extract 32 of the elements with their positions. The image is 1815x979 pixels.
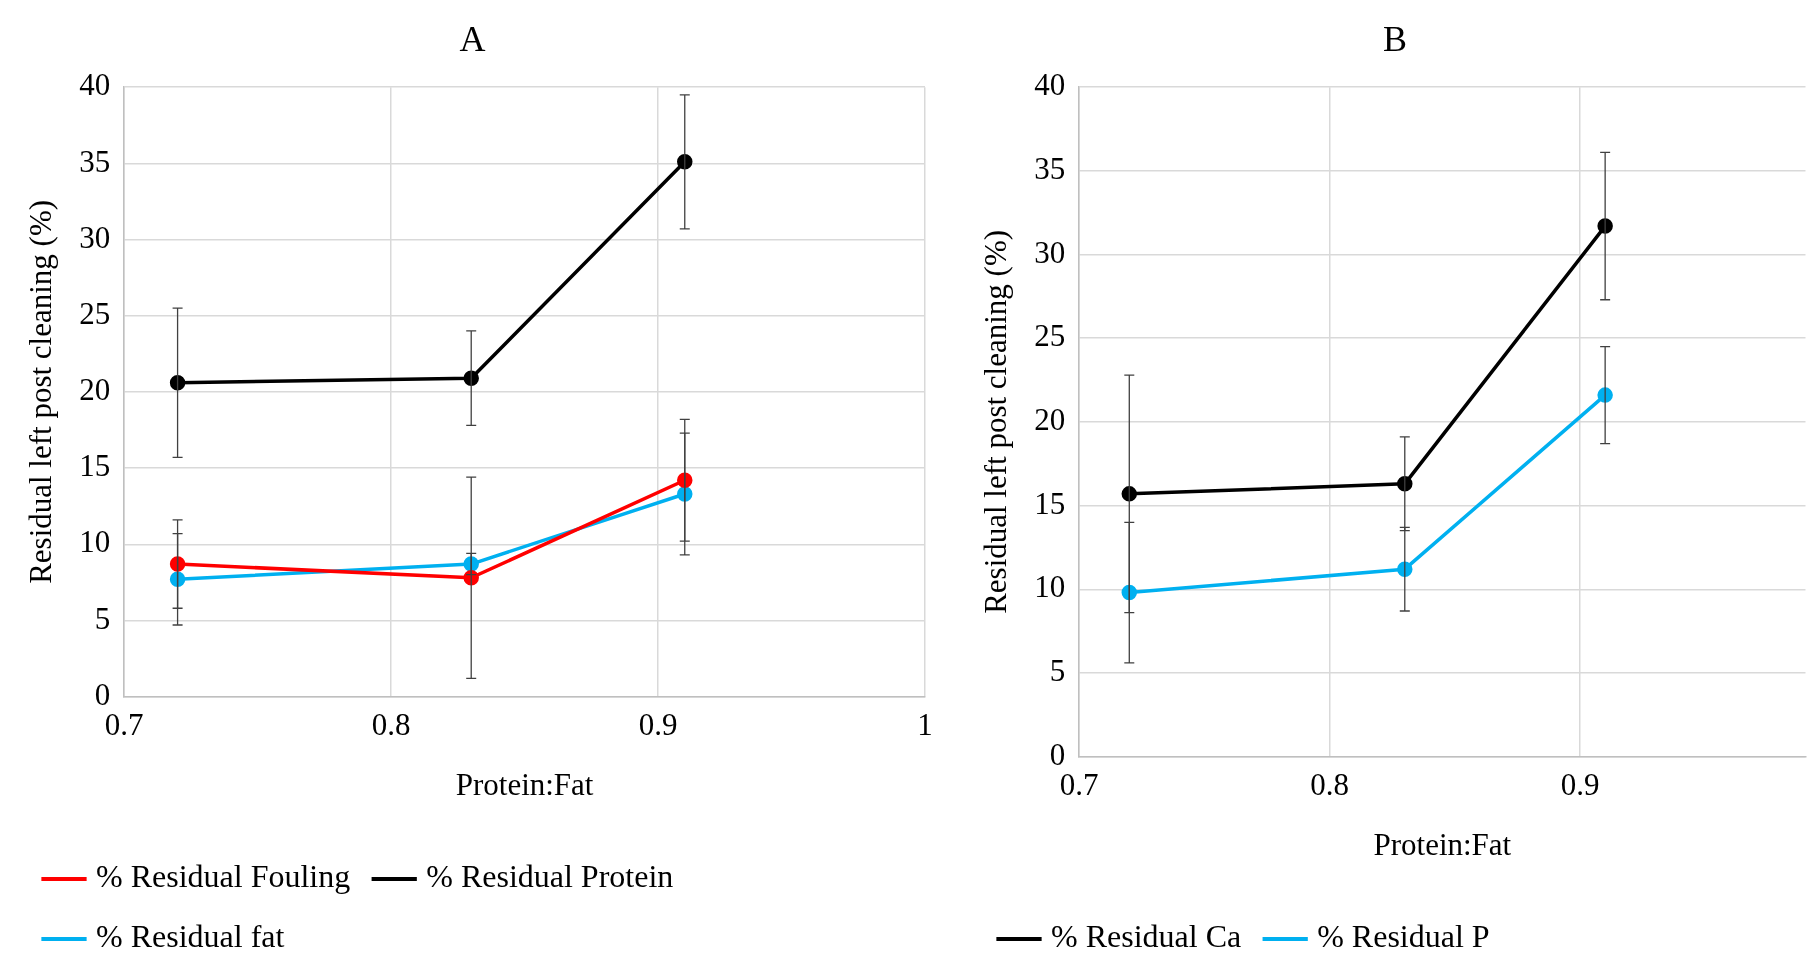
y-tick-label: 10	[79, 524, 111, 560]
y-axis-title: Residual left post cleaning (%)	[977, 229, 1013, 614]
legend-label: % Residual fat	[96, 918, 285, 955]
y-tick-label: 25	[1034, 318, 1066, 354]
x-tick-label: 0.8	[371, 707, 411, 743]
x-tick-label: 0.8	[1310, 767, 1350, 803]
legend-label: % Residual Ca	[1051, 918, 1242, 955]
y-tick-label: 35	[1034, 151, 1066, 187]
y-tick-label: 40	[79, 67, 111, 103]
legend-label: % Residual Fouling	[96, 858, 351, 895]
chart-title: B	[1382, 19, 1408, 60]
y-tick-label: 30	[79, 219, 111, 255]
x-tick-label: 1	[917, 707, 933, 743]
y-axis-title: Residual left post cleaning (%)	[22, 199, 58, 584]
y-tick-label: 30	[1034, 234, 1066, 270]
y-tick-label: 10	[1034, 569, 1066, 605]
y-tick-label: 5	[1049, 653, 1066, 689]
x-axis-title: Protein:Fat	[1373, 826, 1512, 862]
chart-title: A	[459, 19, 486, 60]
y-tick-label: 20	[1034, 402, 1066, 438]
x-axis-title: Protein:Fat	[455, 766, 594, 802]
x-tick-label: 0.9	[1560, 767, 1600, 803]
y-tick-label: 5	[94, 600, 111, 636]
x-tick-label: 0.9	[638, 707, 678, 743]
y-tick-label: 40	[1034, 67, 1066, 103]
legend-label: % Residual P	[1317, 918, 1490, 955]
y-tick-label: 25	[79, 295, 111, 331]
y-tick-label: 15	[79, 448, 111, 484]
y-tick-label: 35	[79, 143, 111, 179]
legend-label: % Residual Protein	[426, 858, 674, 895]
y-tick-label: 15	[1034, 485, 1066, 521]
y-tick-label: 20	[79, 372, 111, 408]
